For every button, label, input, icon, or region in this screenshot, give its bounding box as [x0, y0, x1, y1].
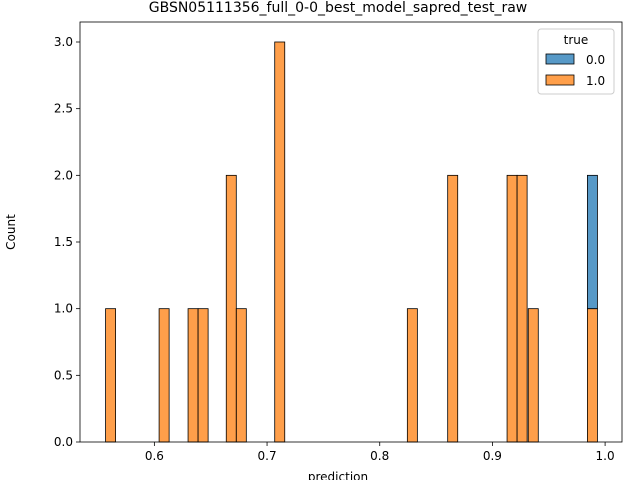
- x-tick-label-2: 0.8: [370, 449, 389, 463]
- bar-series-1-9: [506, 174, 518, 443]
- x-tick-label-4: 1.0: [596, 449, 615, 463]
- legend-title: true: [564, 33, 589, 47]
- x-tick-label-3: 0.9: [483, 449, 502, 463]
- bar-series-1-2: [187, 308, 199, 443]
- x-tick-label-1: 0.7: [258, 449, 277, 463]
- legend-label-1: 1.0: [586, 74, 605, 88]
- y-tick-label-6: 3.0: [54, 35, 73, 49]
- bar-series-1-3: [197, 308, 209, 443]
- x-tick-label-0: 0.6: [145, 449, 164, 463]
- y-axis-label: Count: [4, 214, 18, 250]
- x-axis-ticks: 0.6 0.7 0.8 0.9 1.0: [145, 442, 615, 463]
- y-tick-label-4: 2.0: [54, 168, 73, 182]
- y-tick-label-5: 2.5: [54, 102, 73, 116]
- bars-layer: [105, 41, 598, 443]
- y-axis-ticks: 0.0 0.5 1.0 1.5 2.0 2.5 3.0: [54, 35, 80, 449]
- bar-series-1-11: [527, 308, 539, 443]
- x-axis-label: prediction: [308, 470, 368, 480]
- legend-swatch-0: [545, 53, 575, 65]
- y-tick-label-0: 0.0: [54, 435, 73, 449]
- bar-series-1-0: [105, 308, 117, 443]
- bar-series-1-12: [587, 308, 598, 443]
- y-tick-label-1: 0.5: [54, 368, 73, 382]
- bar-series-1-4: [225, 174, 237, 443]
- bar-series-1-8: [447, 174, 459, 443]
- legend-swatch-1: [545, 74, 575, 86]
- plot-frame: [79, 21, 623, 443]
- bar-series-1-5: [235, 308, 247, 443]
- chart-title: GBSN05111356_full_0-0_best_model_sapred_…: [149, 0, 528, 16]
- y-tick-label-3: 1.5: [54, 235, 73, 249]
- legend-label-0: 0.0: [586, 53, 605, 67]
- bar-series-1-7: [406, 308, 418, 443]
- bar-series-1-1: [158, 308, 170, 443]
- bar-series-1-6: [274, 41, 286, 443]
- y-tick-label-2: 1.0: [54, 302, 73, 316]
- bar-series-0-0: [587, 174, 598, 310]
- bar-series-1-10: [516, 174, 528, 443]
- legend: true 0.0 1.0: [537, 28, 615, 95]
